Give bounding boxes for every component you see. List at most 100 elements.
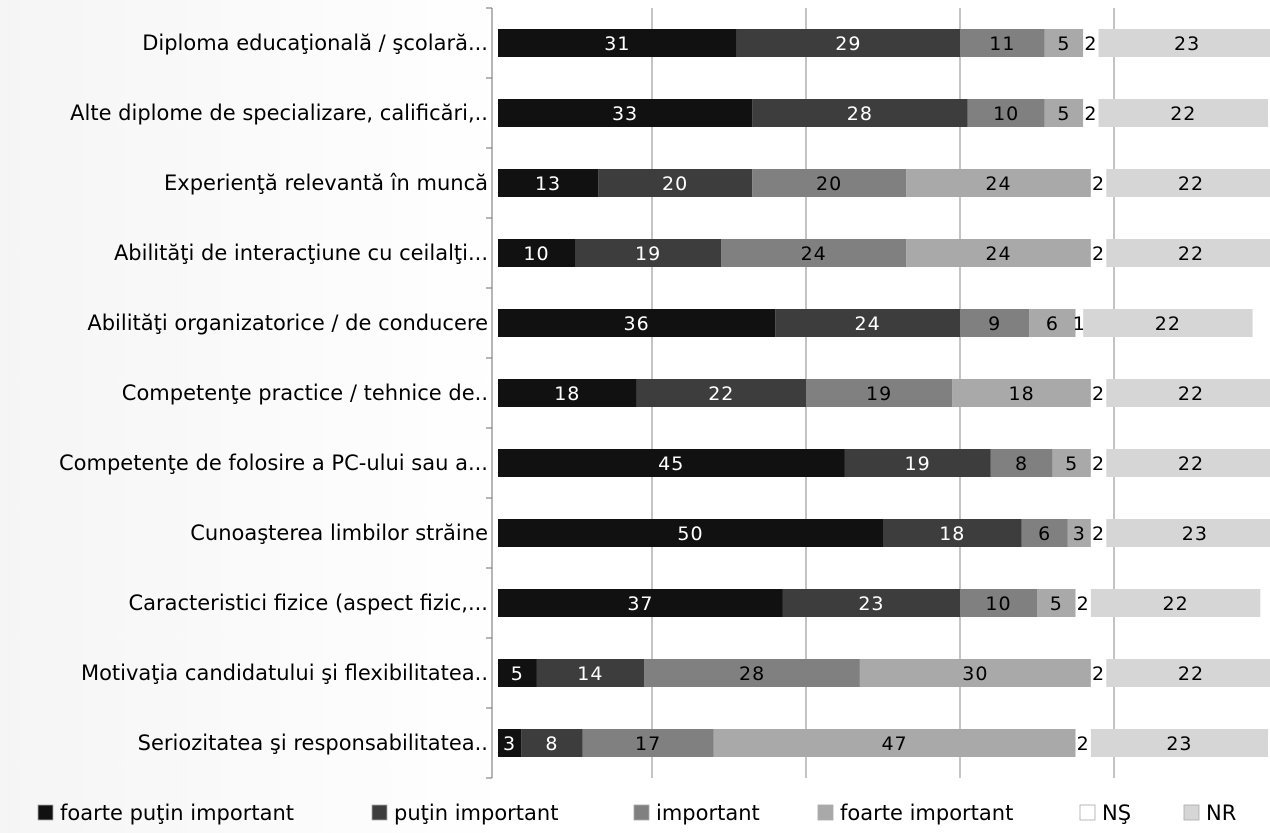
bar-segment bbox=[498, 99, 753, 127]
bar-segment bbox=[960, 589, 1037, 617]
legend-label: NŞ bbox=[1102, 801, 1131, 825]
bar-segment bbox=[782, 589, 960, 617]
data-label: 24 bbox=[855, 313, 881, 335]
legend-swatch bbox=[633, 804, 650, 821]
category-label: Competenţe practice / tehnice de.. bbox=[122, 381, 488, 405]
data-label: 2 bbox=[1092, 243, 1105, 265]
bar-segment bbox=[960, 309, 1030, 337]
bar-segment bbox=[775, 309, 960, 337]
data-label: 30 bbox=[962, 663, 988, 685]
data-label: 9 bbox=[988, 313, 1001, 335]
bar-segment bbox=[844, 449, 991, 477]
data-label: 2 bbox=[1092, 663, 1105, 685]
data-label: 2 bbox=[1084, 103, 1097, 125]
data-label: 3 bbox=[503, 733, 516, 755]
bar-segment bbox=[1090, 169, 1107, 197]
bar-segment bbox=[644, 659, 860, 687]
data-label: 1 bbox=[1073, 313, 1086, 335]
category-labels: Diploma educaţională / şcolară... Alte di… bbox=[59, 31, 488, 755]
data-label: 23 bbox=[858, 593, 884, 615]
bar-segment bbox=[636, 379, 806, 407]
bar-segment bbox=[498, 449, 845, 477]
data-label: 18 bbox=[554, 383, 580, 405]
legend-label: puţin important bbox=[394, 801, 558, 825]
data-label: 10 bbox=[985, 593, 1011, 615]
bar-segment bbox=[498, 659, 537, 687]
data-label: 5 bbox=[1057, 33, 1070, 55]
bar-segment bbox=[1067, 519, 1091, 547]
data-label: 22 bbox=[1170, 103, 1196, 125]
bar-segment bbox=[1106, 519, 1270, 547]
category-label: Abilităţi organizatorice / de conducere bbox=[87, 311, 488, 335]
data-label: 5 bbox=[1050, 593, 1063, 615]
bar-segment bbox=[1037, 589, 1076, 617]
legend-label: foarte important bbox=[840, 801, 1013, 825]
bar-segment bbox=[1090, 449, 1107, 477]
bar-segment bbox=[952, 379, 1091, 407]
bar-segment bbox=[1083, 99, 1099, 127]
data-label: 22 bbox=[1178, 663, 1204, 685]
bar-segment bbox=[582, 729, 714, 757]
data-label: 10 bbox=[993, 103, 1019, 125]
data-label: 2 bbox=[1077, 733, 1090, 755]
category-label: Caracteristici fizice (aspect fizic,... bbox=[128, 591, 488, 615]
bar-segment bbox=[1098, 99, 1268, 127]
bar-segment bbox=[713, 729, 1076, 757]
bar-segment bbox=[960, 29, 1045, 57]
data-label: 22 bbox=[1155, 313, 1181, 335]
legend-swatch bbox=[817, 804, 834, 821]
bar-segment bbox=[906, 169, 1091, 197]
bar-segment bbox=[1044, 29, 1084, 57]
bar-segment bbox=[498, 239, 575, 267]
bar-segment bbox=[1044, 99, 1084, 127]
data-label: 22 bbox=[1178, 453, 1204, 475]
data-label: 28 bbox=[739, 663, 765, 685]
data-label: 22 bbox=[1163, 593, 1189, 615]
data-label: 23 bbox=[1182, 523, 1208, 545]
data-label: 13 bbox=[535, 173, 561, 195]
category-axis bbox=[486, 7, 493, 779]
bar-segment bbox=[1106, 169, 1270, 197]
bar-segment bbox=[1052, 449, 1091, 477]
data-label: 5 bbox=[1057, 103, 1070, 125]
bar-segment bbox=[1075, 309, 1084, 337]
data-label: 22 bbox=[1178, 173, 1204, 195]
bar-segment bbox=[1090, 589, 1261, 617]
bar-segment bbox=[806, 379, 953, 407]
bar-segment bbox=[1083, 309, 1253, 337]
legend-swatch bbox=[1183, 804, 1200, 821]
category-label: Cunoaşterea limbilor străine bbox=[190, 521, 488, 545]
data-label: 11 bbox=[989, 33, 1015, 55]
data-label: 2 bbox=[1092, 173, 1105, 195]
data-label: 24 bbox=[985, 243, 1011, 265]
data-label: 19 bbox=[635, 243, 661, 265]
data-label: 8 bbox=[1015, 453, 1028, 475]
data-label: 36 bbox=[624, 313, 650, 335]
data-label: 31 bbox=[604, 33, 630, 55]
data-label: 6 bbox=[1038, 523, 1051, 545]
bar-segment bbox=[721, 239, 907, 267]
bar-segment bbox=[598, 169, 753, 197]
bar-segment bbox=[1090, 659, 1107, 687]
bar-segment bbox=[1075, 589, 1091, 617]
data-label: 2 bbox=[1092, 383, 1105, 405]
bar-segment bbox=[1106, 239, 1270, 267]
data-label: 28 bbox=[847, 103, 873, 125]
data-label: 10 bbox=[523, 243, 549, 265]
data-label: 33 bbox=[612, 103, 638, 125]
data-label: 2 bbox=[1077, 593, 1090, 615]
bar-segment bbox=[498, 29, 737, 57]
data-label: 8 bbox=[545, 733, 558, 755]
bar-segment bbox=[1075, 729, 1091, 757]
data-label: 47 bbox=[881, 733, 907, 755]
data-label: 22 bbox=[708, 383, 734, 405]
data-label: 45 bbox=[658, 453, 684, 475]
category-label: Seriozitatea şi responsabilitatea.. bbox=[138, 731, 488, 755]
data-label: 18 bbox=[1009, 383, 1035, 405]
bar-segment bbox=[1106, 449, 1270, 477]
category-label: Diploma educaţională / şcolară... bbox=[142, 31, 488, 55]
bar-segment bbox=[1098, 29, 1270, 57]
bar-segment bbox=[1090, 379, 1107, 407]
data-label: 2 bbox=[1092, 453, 1105, 475]
